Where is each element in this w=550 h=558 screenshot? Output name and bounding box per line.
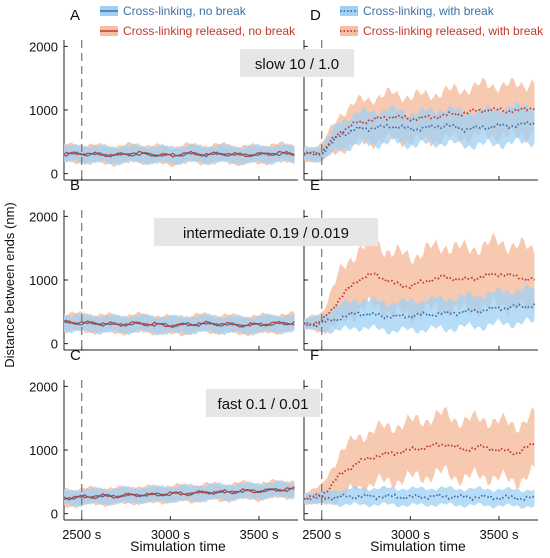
row-label-box (206, 389, 320, 417)
x-tick-label: 3000 s (151, 527, 191, 542)
row-label-intermediate: intermediate 0.19 / 0.019 (154, 218, 378, 246)
band-blue (304, 283, 535, 335)
panel-letter-F: F (310, 347, 319, 364)
y-tick-label: 2000 (29, 379, 58, 394)
series-line-blue (63, 487, 295, 500)
series-line-red (63, 486, 295, 501)
series-line-blue (303, 303, 536, 328)
band-blue (304, 485, 535, 509)
series-line-blue (303, 120, 536, 157)
series-line-red (303, 106, 535, 157)
panel-letter-E: E (310, 177, 320, 194)
y-tick-label: 0 (51, 167, 58, 182)
y-tick-label: 1000 (29, 273, 58, 288)
panel-E: E (303, 177, 538, 351)
legend-label-released-with-break: Cross-linking released, with break (363, 24, 544, 38)
panel-letter-A: A (70, 7, 80, 24)
legend-right: Cross-linking, with break Cross-linking … (340, 4, 544, 38)
x-tick-label: 3500 s (239, 527, 279, 542)
band-blue (64, 143, 295, 166)
legend-label-crosslinking-no-break: Cross-linking, no break (123, 4, 247, 18)
series-line-red (63, 319, 295, 329)
panel-F: F 2500 s 3000 s 3500 s (302, 347, 538, 542)
band-red (304, 406, 535, 506)
legend-left: Cross-linking, no break Cross-linking re… (100, 4, 296, 38)
panel-D: D (303, 7, 538, 181)
series-line-red (63, 150, 295, 158)
panel-letter-C: C (70, 347, 81, 364)
x-tick-label: 3500 s (479, 527, 519, 542)
y-axis-title: Distance between ends (nm) (2, 202, 17, 367)
series-line-red (303, 271, 536, 328)
y-tick-label: 2000 (29, 209, 58, 224)
row-label-text: fast 0.1 / 0.01 (218, 396, 309, 413)
legend-label-crosslinking-with-break: Cross-linking, with break (363, 4, 495, 18)
x-axis-title-right: Simulation time (370, 538, 466, 554)
band-blue (304, 101, 535, 163)
series-line-red (303, 442, 536, 502)
panel-A: A 0 1000 2000 (29, 7, 298, 182)
series-line-blue (303, 492, 536, 502)
y-tick-label: 1000 (29, 103, 58, 118)
x-tick-label: 2500 s (62, 527, 102, 542)
y-tick-label: 0 (51, 337, 58, 352)
x-tick-label: 3000 s (391, 527, 431, 542)
y-tick-label: 1000 (29, 443, 58, 458)
panel-letter-D: D (310, 7, 321, 24)
row-label-slow: slow 10 / 1.0 (240, 49, 354, 77)
row-label-box (154, 218, 378, 246)
y-tick-label: 2000 (29, 39, 58, 54)
row-label-text: slow 10 / 1.0 (255, 56, 339, 73)
x-axis-title-left: Simulation time (130, 538, 226, 554)
legend-swatch-blue-band-break (340, 6, 358, 16)
x-tick-label: 2500 s (302, 527, 342, 542)
legend-swatch-red-band-break (340, 26, 358, 36)
legend-label-released-no-break: Cross-linking released, no break (123, 24, 296, 38)
row-label-text: intermediate 0.19 / 0.019 (183, 225, 349, 242)
row-label-fast: fast 0.1 / 0.01 (206, 389, 320, 417)
panel-B: B 0 1000 2000 (29, 177, 298, 352)
panel-C: C 0 1000 2000 2500 s 3000 s 3500 s (29, 347, 298, 542)
y-tick-label: 0 (51, 507, 58, 522)
panel-letter-B: B (70, 177, 80, 194)
row-label-box (240, 49, 354, 77)
